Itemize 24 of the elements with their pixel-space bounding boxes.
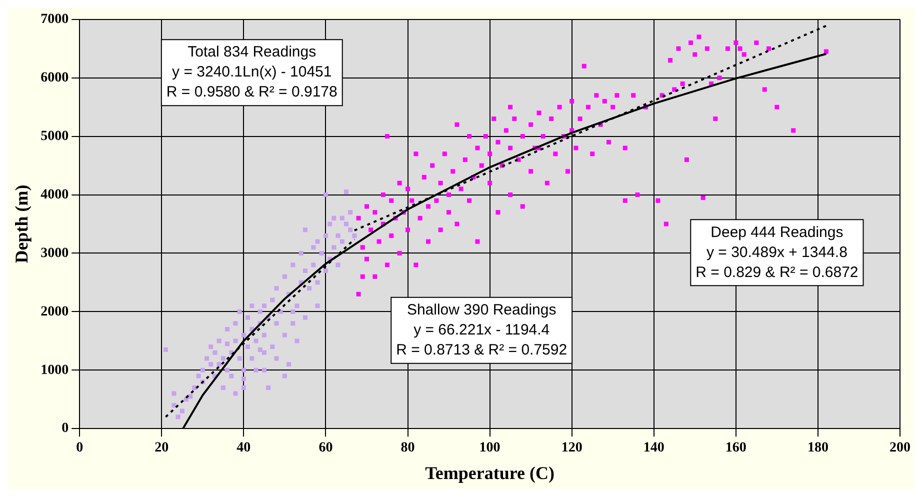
annotation: Shallow 390 Readings y = 66.221x - 1194.4 R = 0.8713 & R² = 0.7592 <box>396 302 568 359</box>
y-tick-label: 7000 <box>40 12 69 28</box>
x-tick-label: 100 <box>479 440 500 456</box>
x-tick-label: 200 <box>890 440 910 456</box>
y-tick-label: 5000 <box>40 128 69 144</box>
x-tick-label: 140 <box>643 440 664 456</box>
y-tick-label: 3000 <box>40 246 69 261</box>
y-tick-label: 6000 <box>40 70 69 86</box>
y-axis-title: Depth (m) <box>11 184 32 264</box>
x-axis-title: Temperature (C) <box>425 462 555 483</box>
x-tick-label: 0 <box>76 440 84 456</box>
x-tick-label: 120 <box>561 440 582 456</box>
annotation: Total 834 Readings y = 3240.1Ln(x) - 10451 R = 0.9580 & R² = 0.9178 <box>166 44 338 101</box>
y-tick-label: 1000 <box>40 362 69 378</box>
y-tick-label: 0 <box>62 421 69 436</box>
x-tick-label: 20 <box>154 440 169 456</box>
y-tick-label: 4000 <box>40 187 69 202</box>
annotation: Deep 444 Readings y = 30.489x + 1344.8 R = 0.829 & R² = 0.6872 <box>696 224 858 281</box>
x-tick-label: 60 <box>318 440 333 456</box>
x-tick-label: 80 <box>400 440 415 456</box>
x-tick-label: 160 <box>725 440 746 456</box>
y-tick-label: 2000 <box>40 304 69 320</box>
x-tick-label: 180 <box>807 440 828 456</box>
x-tick-label: 40 <box>236 440 251 456</box>
